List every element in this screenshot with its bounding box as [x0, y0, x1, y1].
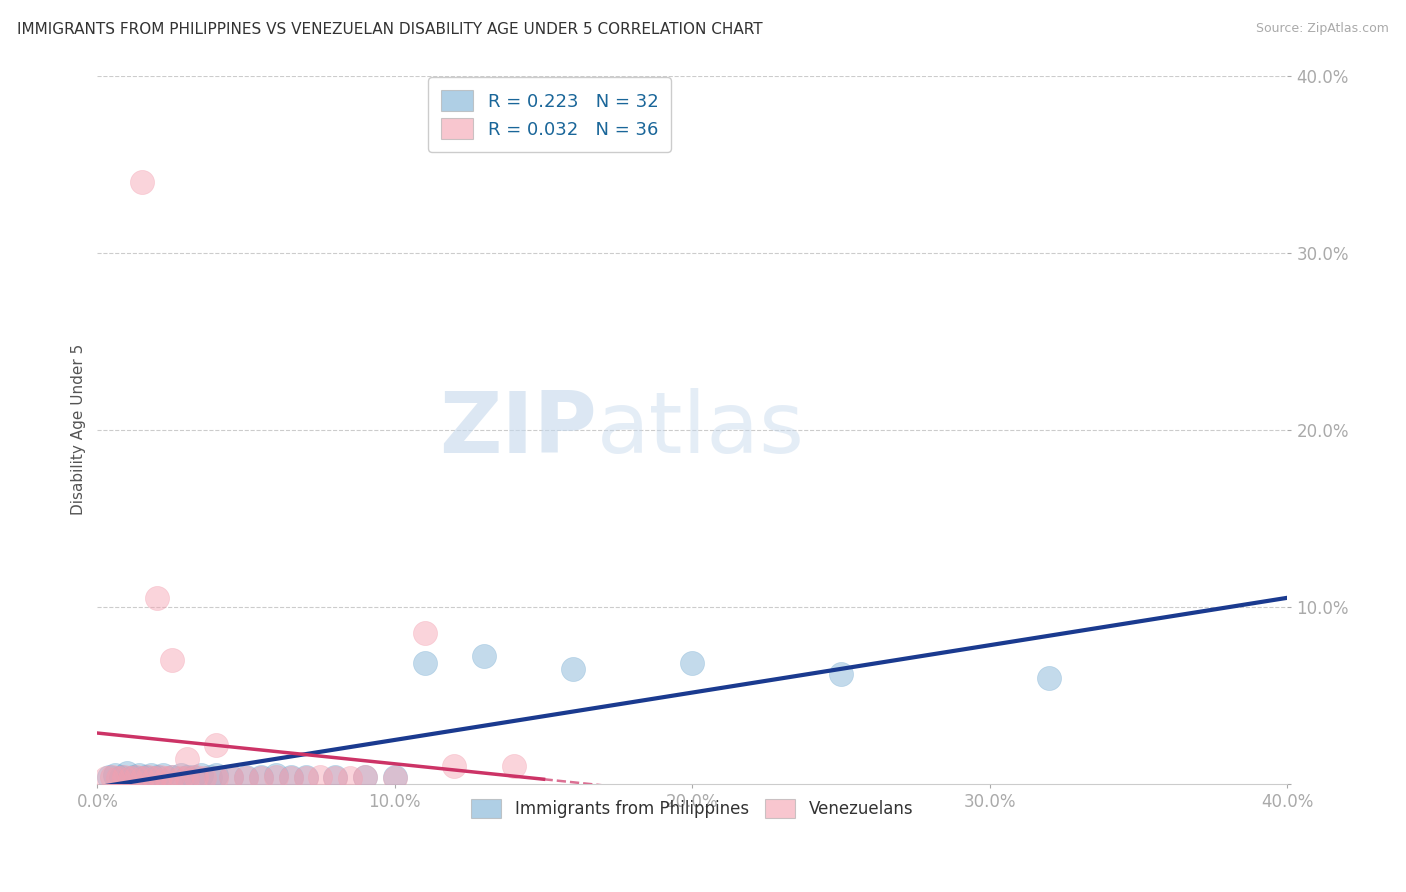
- Point: [120, 772, 142, 786]
- Y-axis label: Disability Age Under 5: Disability Age Under 5: [72, 344, 86, 516]
- Point: [325, 772, 347, 786]
- Point: [176, 752, 198, 766]
- Point: [181, 770, 204, 784]
- Point: [309, 770, 332, 784]
- Point: [110, 770, 132, 784]
- Point: [146, 770, 169, 784]
- Point: [125, 770, 148, 784]
- Point: [160, 770, 183, 784]
- Point: [169, 768, 191, 782]
- Point: [205, 738, 228, 752]
- Point: [101, 770, 124, 784]
- Point: [354, 770, 377, 784]
- Point: [134, 770, 156, 784]
- Point: [152, 768, 174, 782]
- Text: IMMIGRANTS FROM PHILIPPINES VS VENEZUELAN DISABILITY AGE UNDER 5 CORRELATION CHA: IMMIGRANTS FROM PHILIPPINES VS VENEZUELA…: [17, 22, 762, 37]
- Point: [472, 649, 495, 664]
- Text: Source: ZipAtlas.com: Source: ZipAtlas.com: [1256, 22, 1389, 36]
- Point: [131, 175, 153, 189]
- Legend: Immigrants from Philippines, Venezuelans: Immigrants from Philippines, Venezuelans: [464, 792, 920, 825]
- Point: [235, 770, 257, 784]
- Point: [176, 772, 198, 786]
- Point: [190, 768, 212, 782]
- Point: [155, 772, 177, 786]
- Point: [830, 667, 852, 681]
- Text: ZIP: ZIP: [440, 388, 598, 471]
- Point: [250, 772, 273, 786]
- Point: [280, 772, 302, 786]
- Point: [562, 662, 585, 676]
- Point: [294, 772, 316, 786]
- Point: [384, 770, 406, 784]
- Point: [160, 653, 183, 667]
- Point: [339, 772, 361, 786]
- Point: [98, 770, 121, 784]
- Point: [681, 657, 703, 671]
- Point: [146, 591, 169, 605]
- Point: [200, 770, 222, 784]
- Point: [160, 770, 183, 784]
- Point: [280, 770, 302, 784]
- Point: [413, 657, 436, 671]
- Point: [219, 770, 242, 784]
- Point: [139, 768, 162, 782]
- Point: [325, 770, 347, 784]
- Point: [112, 770, 135, 784]
- Point: [384, 772, 406, 786]
- Point: [264, 768, 287, 782]
- Point: [149, 770, 172, 784]
- Point: [264, 770, 287, 784]
- Point: [136, 770, 159, 784]
- Point: [115, 766, 138, 780]
- Point: [219, 770, 242, 784]
- Point: [502, 759, 524, 773]
- Point: [205, 768, 228, 782]
- Point: [184, 770, 207, 784]
- Point: [235, 772, 257, 786]
- Point: [1038, 671, 1060, 685]
- Point: [104, 768, 127, 782]
- Point: [128, 768, 150, 782]
- Point: [250, 770, 273, 784]
- Point: [413, 626, 436, 640]
- Point: [443, 759, 465, 773]
- Point: [169, 772, 191, 786]
- Point: [294, 770, 316, 784]
- Text: atlas: atlas: [598, 388, 806, 471]
- Point: [193, 772, 215, 786]
- Point: [107, 772, 129, 786]
- Point: [176, 770, 198, 784]
- Point: [205, 772, 228, 786]
- Point: [131, 772, 153, 786]
- Point: [122, 770, 145, 784]
- Point: [96, 772, 118, 786]
- Point: [354, 770, 377, 784]
- Point: [142, 772, 165, 786]
